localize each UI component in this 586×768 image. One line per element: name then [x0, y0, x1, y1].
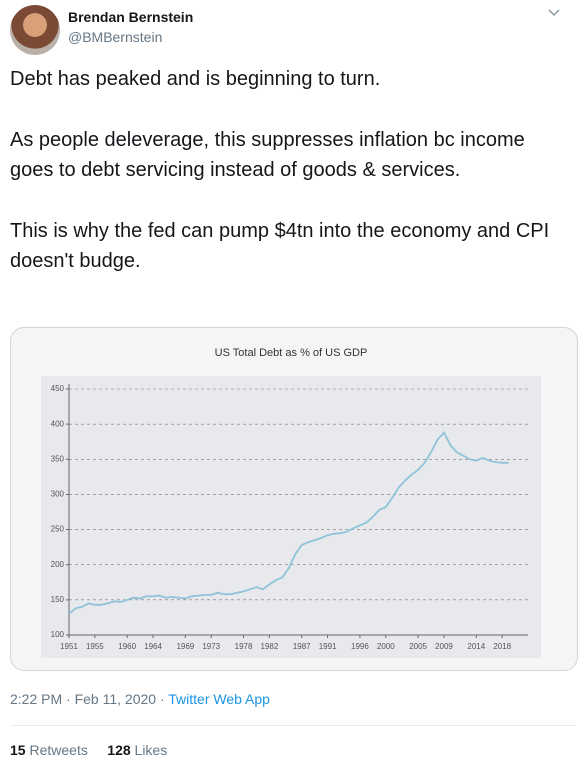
timestamp[interactable]: 2:22 PM · Feb 11, 2020	[10, 691, 157, 707]
y-tick-label: 100	[51, 630, 65, 639]
x-tick-label: 2000	[377, 642, 395, 651]
tweet-stats: 15 Retweets 128 Likes	[10, 742, 167, 758]
chart-title: US Total Debt as % of US GDP	[215, 347, 368, 359]
x-tick-label: 2014	[467, 642, 485, 651]
x-tick-label: 1955	[86, 642, 104, 651]
like-count[interactable]: 128	[107, 742, 131, 758]
paragraph: Debt has peaked and is beginning to turn…	[10, 68, 381, 90]
menu-chevron[interactable]	[548, 6, 560, 18]
x-tick-label: 1960	[118, 642, 136, 651]
tweet-text: Debt has peaked and is beginning to turn…	[10, 64, 558, 307]
y-tick-label: 200	[51, 560, 65, 569]
author-name[interactable]: Brendan Bernstein	[68, 9, 194, 25]
x-tick-label: 1969	[176, 642, 194, 651]
y-tick-label: 350	[51, 454, 65, 463]
x-tick-label: 2009	[435, 642, 453, 651]
paragraph: This is why the fed can pump $4tn into t…	[10, 220, 550, 272]
tweet-meta: 2:22 PM · Feb 11, 2020 · Twitter Web App	[10, 691, 270, 707]
avatar[interactable]	[10, 5, 60, 55]
x-tick-label: 1964	[144, 642, 162, 651]
y-tick-label: 400	[51, 419, 65, 428]
y-tick-label: 150	[51, 595, 65, 604]
separator: ·	[159, 691, 165, 707]
x-tick-label: 1951	[60, 642, 78, 651]
x-tick-label: 1978	[235, 642, 253, 651]
x-tick-label: 1982	[261, 642, 279, 651]
y-tick-label: 250	[51, 525, 65, 534]
paragraph: As people deleverage, this suppresses in…	[10, 129, 525, 181]
x-tick-label: 1991	[319, 642, 337, 651]
y-tick-label: 300	[51, 490, 65, 499]
chart: US Total Debt as % of US GDP 100 150 200 25…	[41, 347, 541, 658]
author-handle[interactable]: @BMBernstein	[68, 29, 163, 45]
plot-background	[41, 376, 541, 658]
data-line	[68, 431, 509, 615]
x-tick-label: 1987	[293, 642, 311, 651]
retweet-count[interactable]: 15	[10, 742, 26, 758]
divider	[10, 725, 576, 726]
x-tick-label: 2018	[493, 642, 511, 651]
y-tick-label: 450	[51, 384, 65, 393]
retweet-label[interactable]: Retweets	[29, 742, 88, 758]
like-label[interactable]: Likes	[134, 742, 168, 758]
x-tick-label: 2005	[409, 642, 427, 651]
x-tick-label: 1996	[351, 642, 369, 651]
media-card[interactable]: US Total Debt as % of US GDP 100 150 200 25…	[10, 327, 578, 671]
source[interactable]: Twitter Web App	[168, 691, 270, 707]
x-tick-label: 1973	[202, 642, 220, 651]
